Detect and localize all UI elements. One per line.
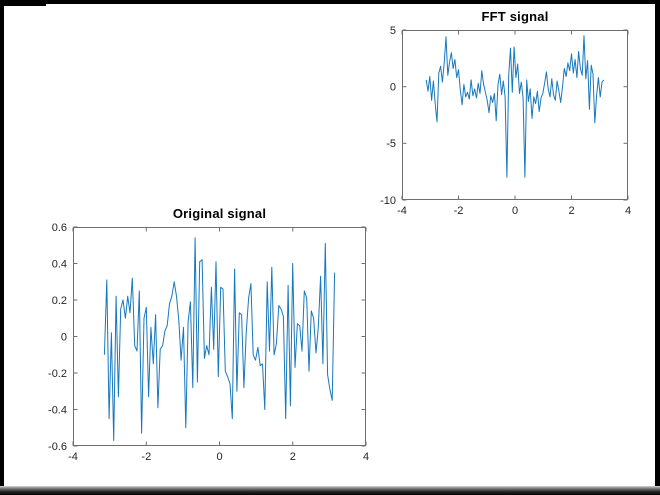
y-tick-label: 5: [390, 25, 396, 37]
x-tick-label: 4: [625, 205, 631, 217]
y-tick-label: 0: [390, 82, 396, 94]
x-tick-label: -4: [68, 451, 78, 463]
y-tick-label: -10: [380, 195, 396, 207]
fft-chart-title: FFT signal: [481, 9, 549, 24]
y-tick-label: -5: [386, 138, 396, 150]
frame-top-notch: [0, 0, 46, 6]
original-plot-area: -4 -2 0 2 4 -0.6 -0.4 -0.2 0 0.2 0.4 0.6: [48, 222, 369, 463]
signal-line: [425, 35, 605, 178]
y-tick-label: 0.2: [52, 295, 67, 307]
x-tick-label: -4: [397, 205, 407, 217]
y-tick-label: 0.6: [52, 222, 67, 234]
fft-plot-area: -4 -2 0 2 4 -10 -5 0 5: [380, 25, 631, 217]
fft-chart: FFT signal -4 -2 0 2 4 -10 -5 0 5: [380, 9, 631, 217]
x-tick-label: 2: [290, 451, 296, 463]
x-tick-label: -2: [454, 205, 464, 217]
original-chart-title: Original signal: [172, 206, 267, 221]
frame-bottom-bar: [0, 486, 660, 495]
y-tick-label: 0.4: [52, 258, 67, 270]
x-tick-label: -2: [141, 451, 151, 463]
y-tick-label: -0.6: [48, 441, 67, 453]
x-tick-label: 2: [568, 205, 574, 217]
original-chart: Original signal -4 -2 0 2 4 -0.6 -0.4 -0.2 0 0.2 0…: [48, 206, 369, 463]
figure-canvas: FFT signal -4 -2 0 2 4 -10 -5 0 5 Original signa…: [4, 4, 655, 486]
y-tick-label: 0: [61, 331, 67, 343]
fft-signal-canvas: -4 -2 0 2 4 -10 -5 0 5: [380, 25, 631, 217]
x-tick-label: 0: [216, 451, 222, 463]
y-tick-label: -0.2: [48, 368, 67, 380]
y-tick-label: -0.4: [48, 404, 67, 416]
signal-line: [103, 237, 336, 441]
x-tick-label: 4: [363, 451, 369, 463]
x-tick-label: 0: [512, 205, 518, 217]
original-signal-canvas: -4 -2 0 2 4 -0.6 -0.4 -0.2 0 0.2 0.4 0.6: [48, 222, 369, 463]
